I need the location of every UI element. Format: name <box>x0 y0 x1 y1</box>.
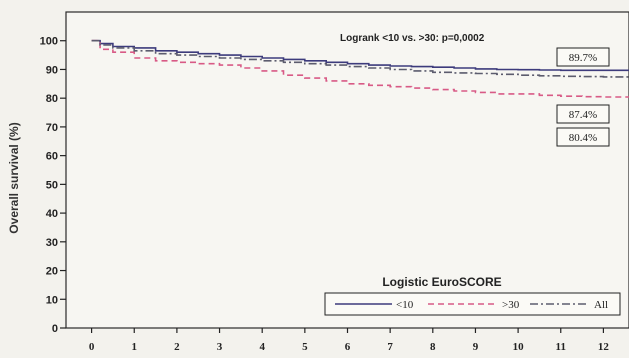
x-tick-label: 11 <box>556 341 566 353</box>
legend: <10 >30 All <box>324 292 621 316</box>
y-tick-label: 40 <box>46 208 58 220</box>
y-tick-label: 60 <box>46 151 58 163</box>
y-tick-label: 30 <box>46 237 58 249</box>
legend-entry: All <box>530 299 608 311</box>
x-tick-label: 12 <box>598 341 610 353</box>
legend-entry: >30 <box>428 299 520 311</box>
legend-title: Logistic EuroSCORE <box>382 275 501 289</box>
legend-label: All <box>594 299 608 311</box>
value-label-box <box>556 104 610 124</box>
y-tick-label: 100 <box>40 36 58 48</box>
x-tick-label: 1 <box>131 341 137 353</box>
x-tick-label: 3 <box>217 341 223 353</box>
value-label-box <box>556 47 610 67</box>
legend-label: <10 <box>396 299 414 311</box>
y-tick-label: 20 <box>46 266 58 278</box>
survival-value-label: 87.4% <box>556 104 610 124</box>
y-axis-title: Overall survival (%) <box>7 122 21 233</box>
logrank-annotation: Logrank <10 vs. >30: p=0,0002 <box>340 33 485 44</box>
plot-area <box>65 11 629 329</box>
legend-label: >30 <box>502 299 520 311</box>
y-tick-label: 90 <box>46 64 58 76</box>
x-tick-label: 0 <box>89 341 95 353</box>
value-label-box <box>556 127 610 147</box>
y-tick-label: 50 <box>46 179 58 191</box>
value-label-text: 89.7% <box>569 52 597 64</box>
series-line-all <box>91 39 629 78</box>
x-tick-label: 4 <box>259 341 265 353</box>
x-tick-label: 2 <box>174 341 180 353</box>
y-tick-label: 10 <box>46 294 58 306</box>
y-tick-label: 80 <box>46 93 58 105</box>
value-label-text: 87.4% <box>569 109 597 121</box>
legend-entry: <10 <box>335 299 414 311</box>
series-line-lt10 <box>91 39 629 72</box>
y-tick-label: 70 <box>46 122 58 134</box>
x-tick-label: 10 <box>513 341 525 353</box>
x-tick-label: 9 <box>473 341 479 353</box>
x-tick-label: 5 <box>302 341 308 353</box>
survival-value-label: 89.7% <box>556 47 610 67</box>
series-line-gt30 <box>91 39 629 98</box>
x-tick-label: 7 <box>387 341 393 353</box>
value-label-text: 80.4% <box>569 132 597 144</box>
x-tick-label: 6 <box>345 341 351 353</box>
x-axis: 0 1 2 3 4 5 6 7 8 9 10 11 12 <box>89 328 610 353</box>
y-tick-label: 0 <box>52 323 58 335</box>
x-tick-label: 8 <box>430 341 436 353</box>
survival-value-label: 80.4% <box>556 127 610 147</box>
y-axis: 0 10 20 30 40 50 60 70 80 90 100 <box>40 36 66 335</box>
